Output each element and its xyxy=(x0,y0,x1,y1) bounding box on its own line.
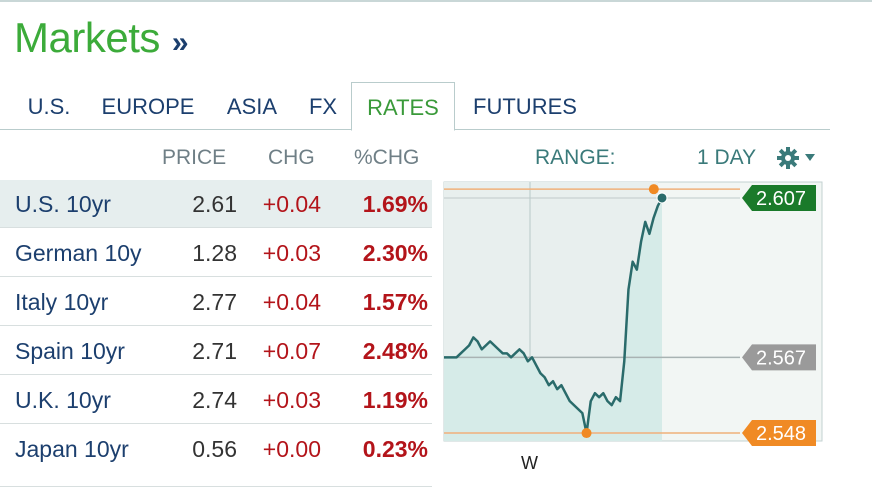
tab-europe[interactable]: EUROPE xyxy=(101,94,195,119)
row-price: 0.56 xyxy=(192,436,237,462)
range-period-selector[interactable]: 1 DAY xyxy=(697,146,757,169)
row-change: +0.03 xyxy=(262,387,321,413)
current-value-label: 2.607 xyxy=(756,188,806,210)
table-row[interactable]: U.K. 10yr 2.74 +0.03 1.19% xyxy=(0,376,432,424)
row-name[interactable]: Japan 10yr xyxy=(15,436,129,462)
markets-header: Markets » xyxy=(14,14,189,62)
row-percent-change: 2.48% xyxy=(362,338,428,364)
chart-low-marker xyxy=(581,428,592,439)
row-percent-change: 1.57% xyxy=(362,289,428,315)
row-price: 2.74 xyxy=(192,387,237,413)
table-row[interactable]: German 10y 1.28 +0.03 2.30% xyxy=(0,229,432,277)
current-value-badge: 2.607 xyxy=(742,184,816,211)
tab-us[interactable]: U.S. xyxy=(27,94,71,119)
x-tick-label: W xyxy=(521,453,538,473)
row-name[interactable]: U.K. 10yr xyxy=(15,387,111,413)
row-price: 1.28 xyxy=(192,240,237,266)
table-bottom-border xyxy=(0,486,432,487)
row-price: 2.71 xyxy=(192,338,237,364)
row-name[interactable]: Spain 10yr xyxy=(15,338,125,364)
top-border xyxy=(0,0,872,2)
row-price: 2.77 xyxy=(192,289,237,315)
row-change: +0.03 xyxy=(262,240,321,266)
row-percent-change: 2.30% xyxy=(362,240,428,266)
column-header-chg: CHG xyxy=(268,146,315,169)
chart-high-marker xyxy=(648,184,659,195)
gear-icon[interactable] xyxy=(775,145,819,171)
chart-current-marker xyxy=(656,192,668,204)
chevron-right-icon[interactable]: » xyxy=(171,26,189,59)
row-name[interactable]: Italy 10yr xyxy=(15,289,109,315)
row-name[interactable]: German 10y xyxy=(15,240,142,266)
row-percent-change: 0.23% xyxy=(362,436,428,462)
chart-series-line xyxy=(444,197,664,435)
market-tabs: U.S. EUROPE ASIA FX RATES FUTURES xyxy=(0,82,830,131)
table-row[interactable]: U.S. 10yr 2.61 +0.04 1.69% xyxy=(0,180,432,228)
row-price: 2.61 xyxy=(192,191,237,217)
tab-fx[interactable]: FX xyxy=(308,94,338,119)
tab-futures[interactable]: FUTURES xyxy=(473,94,577,119)
low-value-label: 2.548 xyxy=(756,423,806,445)
open-value-label: 2.567 xyxy=(756,347,806,369)
tab-rates[interactable]: RATES xyxy=(351,82,455,131)
open-value-badge: 2.567 xyxy=(742,344,816,371)
range-label: RANGE: xyxy=(535,146,616,169)
table-row[interactable]: Spain 10yr 2.71 +0.07 2.48% xyxy=(0,327,432,375)
low-value-badge: 2.548 xyxy=(742,420,816,447)
column-header-pct-chg: %CHG xyxy=(354,146,420,169)
table-row[interactable]: Japan 10yr 0.56 +0.00 0.23% xyxy=(0,425,432,473)
table-row[interactable]: Italy 10yr 2.77 +0.04 1.57% xyxy=(0,278,432,326)
row-change: +0.04 xyxy=(262,289,321,315)
row-percent-change: 1.69% xyxy=(362,191,428,217)
row-change: +0.07 xyxy=(262,338,321,364)
row-percent-change: 1.19% xyxy=(362,387,428,413)
column-header-price: PRICE xyxy=(162,146,227,169)
row-name[interactable]: U.S. 10yr xyxy=(15,191,111,217)
chart-area-fill xyxy=(444,197,662,441)
row-change: +0.00 xyxy=(262,436,321,462)
tab-asia[interactable]: ASIA xyxy=(226,94,278,119)
row-change: +0.04 xyxy=(262,191,321,217)
page-title[interactable]: Markets xyxy=(14,14,160,61)
